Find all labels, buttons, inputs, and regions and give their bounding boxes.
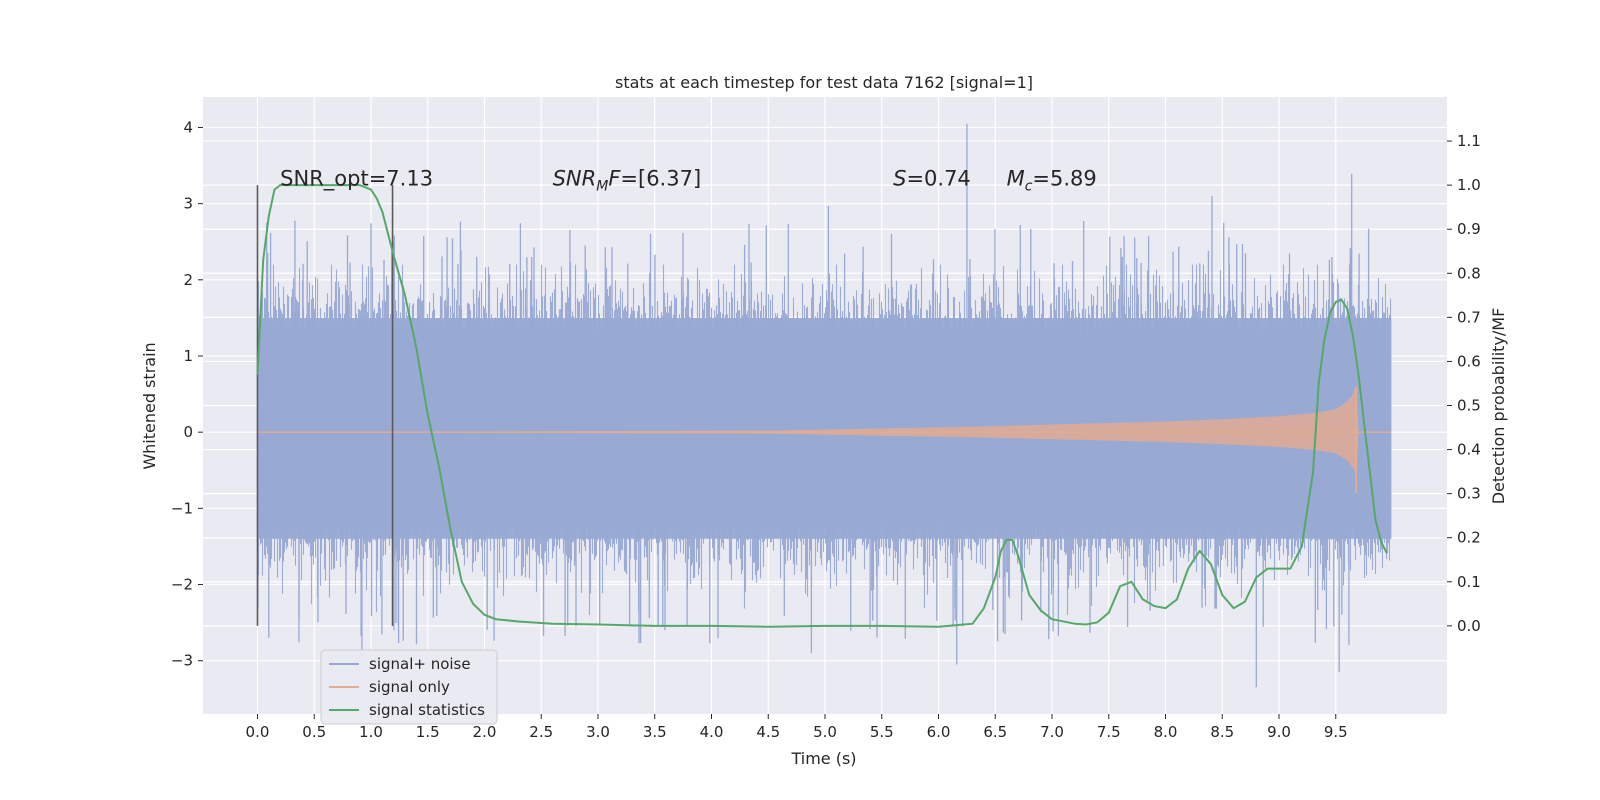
annotation: Mc=5.89 (1007, 167, 1097, 195)
x-tick-label: 7.0 (1040, 723, 1064, 741)
legend-label: signal+ noise (369, 655, 471, 673)
y-tick-label: 2 (183, 271, 193, 289)
y2-tick-label: 0.7 (1457, 308, 1481, 326)
x-tick-label: 3.0 (586, 723, 610, 741)
annotation: S=0.74 (893, 167, 971, 191)
y-tick-label: 1 (183, 347, 193, 365)
annotation-base: S (893, 167, 906, 191)
legend-label: signal only (369, 678, 450, 696)
x-tick-label: 8.5 (1210, 723, 1234, 741)
x-tick-label: 2.0 (473, 723, 497, 741)
y2-tick-label: 0.8 (1457, 264, 1481, 282)
x-tick-label: 1.5 (416, 723, 440, 741)
noise-spikes (257, 123, 1370, 688)
signal-envelope (257, 386, 1392, 475)
series-signal-only (257, 386, 1392, 494)
y2-tick-label: 0.5 (1457, 397, 1481, 415)
y2-tick-label: 0.0 (1457, 617, 1481, 635)
x-tick-label: 6.0 (927, 723, 951, 741)
y2-tick-label: 0.2 (1457, 529, 1481, 547)
annotation-value: =0.74 (906, 167, 970, 191)
y2-tick-label: 0.6 (1457, 352, 1481, 370)
x-tick-label: 6.5 (983, 723, 1007, 741)
series-signal-statistics (256, 184, 1388, 628)
x-tick-label: 9.0 (1267, 723, 1291, 741)
x-tick-label: 2.5 (529, 723, 553, 741)
y-axis-label: Whitened strain (140, 342, 159, 469)
annotation-base: M (1007, 167, 1025, 191)
x-tick-label: 5.5 (870, 723, 894, 741)
y2-tick-label: 1.1 (1457, 132, 1481, 150)
annotations: SNR_opt=7.13 SNRMF=[6.37] S=0.74 Mc=5.89 (280, 167, 1097, 195)
annotation: SNRMF=[6.37] (553, 167, 702, 195)
x-tick-label: 8.0 (1154, 723, 1178, 741)
y2-tick-label: 1.0 (1457, 176, 1481, 194)
y-tick-label: −3 (171, 652, 193, 670)
annotation-value: =5.89 (1032, 167, 1096, 191)
annotation: SNR_opt=7.13 (280, 167, 433, 192)
x-tick-label: 4.0 (700, 723, 724, 741)
x-tick-label: 4.5 (756, 723, 780, 741)
y-tick-label: 3 (183, 195, 193, 213)
statistics-line (256, 184, 1388, 628)
annotation-base: SNR (553, 167, 597, 191)
annotation-value: =[6.37] (620, 167, 701, 191)
annotation-sub: M (596, 179, 608, 195)
x-axis-ticks: 0.0 0.5 1.0 1.5 2.0 2.5 3.0 3.5 4.0 4.5 5.0 5.5 6.0 6… (246, 714, 1348, 741)
y2-tick-label: 0.4 (1457, 441, 1481, 459)
y-tick-label: 4 (183, 118, 193, 136)
x-tick-label: 0.0 (246, 723, 270, 741)
x-axis-label: Time (s) (790, 749, 856, 768)
legend-label: signal statistics (369, 701, 485, 719)
x-tick-label: 7.5 (1097, 723, 1121, 741)
y-tick-label: 0 (183, 423, 193, 441)
y-tick-label: −1 (171, 499, 193, 517)
legend-box (320, 649, 498, 725)
x-tick-label: 0.5 (302, 723, 326, 741)
annotation-sub: c (1025, 179, 1033, 195)
x-tick-label: 3.5 (643, 723, 667, 741)
window-markers (256, 185, 394, 626)
chart-title: stats at each timestep for test data 716… (615, 73, 1033, 92)
y-tick-label: −2 (171, 576, 193, 594)
y2-tick-label: 0.3 (1457, 485, 1481, 503)
y2-axis-ticks: 0.0 0.1 0.2 0.3 0.4 0.5 0.6 0.7 0.8 0.9 1.0 1.1 (1447, 132, 1481, 635)
x-tick-label: 5.0 (813, 723, 837, 741)
y2-axis-label: Detection probability/MF (1489, 308, 1508, 505)
y-axis-ticks: −3 −2 −1 0 1 2 3 4 (171, 118, 203, 670)
x-tick-label: 9.5 (1324, 723, 1348, 741)
annotation-base2: F (608, 167, 621, 191)
legend: signal+ noise signal only signal statistic… (320, 649, 498, 725)
y2-tick-label: 0.1 (1457, 573, 1481, 591)
y2-tick-label: 0.9 (1457, 220, 1481, 238)
x-tick-label: 1.0 (359, 723, 383, 741)
